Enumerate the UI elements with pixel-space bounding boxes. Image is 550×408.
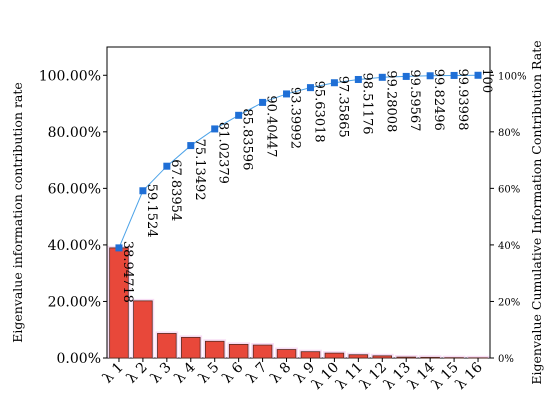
bar [300, 351, 321, 359]
cumulative-data-label: 99.59567 [407, 69, 422, 131]
cumulative-data-label: 99.93998 [455, 68, 470, 130]
cumulative-data-label: 98.51176 [359, 72, 374, 134]
cumulative-marker [235, 111, 243, 119]
bar-glow [442, 355, 466, 358]
cumulative-data-label: 75.13492 [192, 139, 207, 201]
bar [228, 343, 249, 359]
bar-glow [466, 355, 490, 358]
left-tick-label: 40.00% [48, 238, 101, 254]
bar [181, 336, 201, 359]
bar [396, 356, 416, 359]
cumulative-line [118, 74, 479, 249]
x-tick-label: λ 5 [196, 360, 223, 387]
cumulative-data-label: 97.35865 [335, 76, 350, 138]
right-tick-label: 20% [498, 297, 520, 308]
cumulative-data-label: 59.1524 [144, 184, 159, 238]
cumulative-marker [402, 72, 410, 80]
cumulative-marker [283, 90, 291, 98]
cumulative-data-label: 90.40447 [264, 95, 279, 157]
bar [372, 355, 393, 359]
bar [133, 300, 153, 359]
cumulative-data-label: 99.82496 [431, 69, 446, 131]
cumulative-data-label: 99.28008 [383, 70, 398, 132]
cumulative-marker [306, 84, 314, 92]
y-axis-title-right: Eigenvalue Cumulative Information Contri… [529, 40, 544, 384]
cumulative-marker [354, 75, 362, 83]
cumulative-marker [474, 71, 482, 79]
left-tick-label: 20.00% [48, 294, 101, 310]
bar [324, 352, 345, 359]
cumulative-marker [187, 142, 195, 150]
x-tick-label: λ 7 [243, 360, 270, 387]
cumulative-data-label: 81.02379 [216, 122, 231, 184]
cumulative-data-label: 93.39992 [288, 87, 303, 149]
cumulative-data-label: 38.94718 [120, 241, 135, 303]
cumulative-data-label: 100 [479, 68, 494, 93]
bar [276, 349, 297, 359]
bar [157, 333, 177, 359]
left-tick-label: 80.00% [48, 125, 101, 141]
x-tick-label: λ 4 [172, 359, 199, 386]
bar [348, 354, 369, 359]
left-tick-label: 60.00% [48, 181, 101, 197]
plot-frame [106, 46, 491, 359]
bar [420, 356, 440, 359]
right-tick-label: 80% [498, 128, 520, 139]
cumulative-data-label: 95.63018 [311, 81, 326, 143]
right-tick-label: 40% [498, 241, 520, 252]
x-tick-label: λ 6 [219, 359, 246, 386]
left-tick-label: 0.00% [57, 351, 101, 367]
cumulative-marker [211, 125, 219, 133]
cumulative-marker [139, 187, 147, 195]
x-tick-label: λ 3 [148, 360, 175, 387]
cumulative-marker [115, 244, 123, 252]
x-tick-label: λ 1 [100, 360, 127, 387]
cumulative-marker [450, 71, 458, 79]
x-tick-label: λ 8 [267, 360, 294, 387]
right-tick-label: 100% [498, 71, 527, 82]
bar [204, 340, 225, 359]
right-tick-label: 60% [498, 184, 520, 195]
bar-glow [418, 355, 442, 358]
cumulative-marker [163, 162, 171, 170]
y-axis-title-left: Eigenvalue information contribution rate [10, 82, 25, 343]
cumulative-marker [378, 73, 386, 81]
bar-glow [394, 355, 418, 358]
x-tick-label: λ 16 [453, 359, 486, 392]
cumulative-marker [426, 72, 434, 80]
cumulative-marker [330, 79, 338, 87]
right-tick-label: 0% [498, 354, 514, 365]
x-tick-label: λ 2 [124, 360, 151, 387]
cumulative-marker [259, 98, 267, 106]
bar [252, 344, 273, 359]
left-tick-label: 100.00% [39, 68, 101, 84]
cumulative-data-label: 85.83596 [240, 108, 255, 170]
cumulative-data-label: 67.83954 [168, 159, 183, 221]
